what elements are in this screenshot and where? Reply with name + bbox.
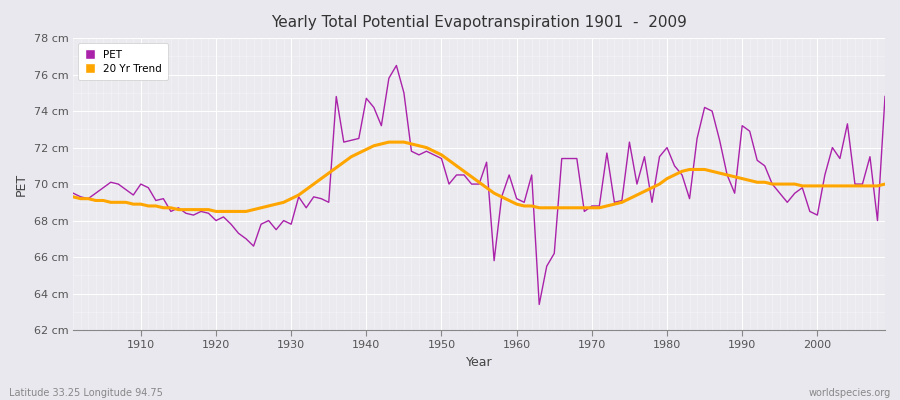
PET bbox=[879, 94, 890, 99]
20 Yr Trend bbox=[211, 209, 221, 214]
PET bbox=[293, 194, 304, 199]
20 Yr Trend bbox=[346, 154, 356, 159]
20 Yr Trend bbox=[128, 202, 139, 206]
PET bbox=[128, 193, 139, 198]
Y-axis label: PET: PET bbox=[15, 172, 28, 196]
PET bbox=[68, 191, 78, 196]
Text: Latitude 33.25 Longitude 94.75: Latitude 33.25 Longitude 94.75 bbox=[9, 388, 163, 398]
PET bbox=[391, 63, 401, 68]
20 Yr Trend bbox=[301, 187, 311, 192]
20 Yr Trend bbox=[518, 204, 529, 208]
X-axis label: Year: Year bbox=[466, 356, 492, 369]
Text: worldspecies.org: worldspecies.org bbox=[809, 388, 891, 398]
PET bbox=[534, 302, 544, 307]
PET bbox=[616, 198, 627, 203]
20 Yr Trend bbox=[383, 140, 394, 144]
20 Yr Trend bbox=[68, 194, 78, 199]
20 Yr Trend bbox=[879, 182, 890, 186]
Line: PET: PET bbox=[73, 66, 885, 304]
20 Yr Trend bbox=[616, 200, 627, 205]
Line: 20 Yr Trend: 20 Yr Trend bbox=[73, 142, 885, 212]
PET bbox=[511, 196, 522, 201]
Legend: PET, 20 Yr Trend: PET, 20 Yr Trend bbox=[78, 43, 168, 80]
PET bbox=[518, 200, 529, 205]
PET bbox=[338, 140, 349, 144]
20 Yr Trend bbox=[526, 204, 537, 208]
Title: Yearly Total Potential Evapotranspiration 1901  -  2009: Yearly Total Potential Evapotranspiratio… bbox=[271, 15, 687, 30]
